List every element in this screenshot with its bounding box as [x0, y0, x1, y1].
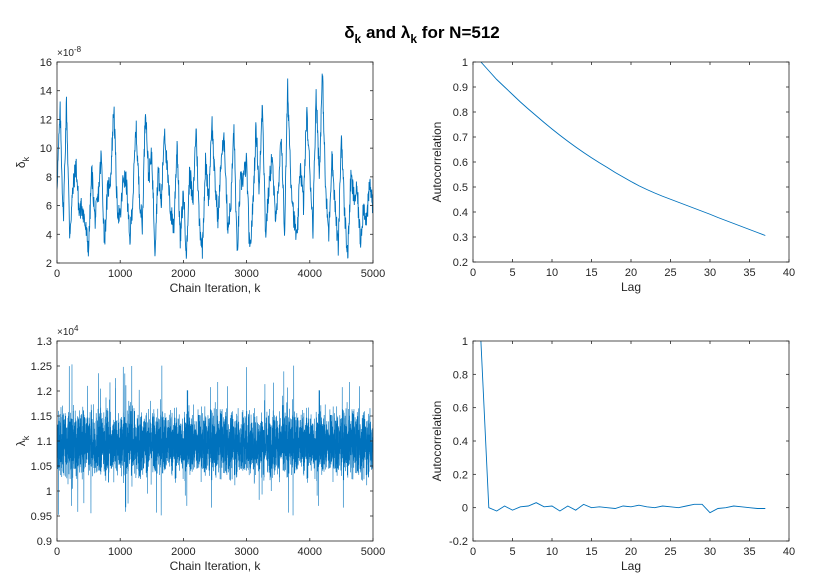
y-tick-label: 1.1 [37, 436, 52, 448]
y-tick-label: 0.6 [453, 403, 468, 415]
y-tick-label: 0.2 [453, 257, 468, 269]
y-tick-label: 0.6 [453, 157, 468, 169]
y-tick-label: 14 [40, 86, 52, 98]
y-tick-label: 1 [462, 336, 468, 348]
y-tick-label: 0.9 [453, 82, 468, 94]
x-tick-label: 1000 [108, 268, 132, 280]
y-tick-label: 0.8 [453, 107, 468, 119]
y-tick-label: 4 [46, 229, 52, 241]
y-axis-label: δk [14, 156, 31, 168]
y-tick-label: 1.25 [31, 361, 52, 373]
y-tick-label: -0.2 [449, 536, 468, 548]
y-axis-label: Autocorrelation [430, 122, 444, 203]
y-tick-label: 0.8 [453, 369, 468, 381]
x-tick-label: 20 [625, 546, 637, 558]
x-tick-label: 40 [783, 546, 795, 558]
axes-box [472, 340, 790, 542]
x-tick-label: 2000 [171, 546, 195, 558]
x-tick-label: 35 [743, 267, 755, 279]
x-tick-label: 0 [54, 546, 60, 558]
x-axis-label: Lag [621, 280, 641, 294]
axis-exponent: ×104 [57, 324, 79, 338]
x-tick-label: 10 [546, 546, 558, 558]
series-line [480, 341, 766, 514]
y-tick-label: 1.05 [31, 461, 52, 473]
x-tick-label: 5 [509, 267, 515, 279]
x-tick-label: 0 [54, 268, 60, 280]
x-tick-label: 5000 [361, 268, 385, 280]
delta-trace-axes: 0 1000 2000 3000 4000 5000 2 4 6 8 10 12 14 16 Chain I… [14, 45, 385, 295]
x-tick-label: 40 [783, 267, 795, 279]
y-tick-label: 1 [462, 57, 468, 69]
lambda-trace-axes: 0 1000 2000 3000 4000 5000 0.9 0.95 1 1.05 1.1 1.15… [14, 324, 385, 573]
y-tick-label: 2 [46, 258, 52, 270]
x-tick-label: 2000 [171, 268, 195, 280]
series-line [57, 364, 373, 516]
series-line [57, 73, 373, 259]
y-axis-label: Autocorrelation [430, 401, 444, 482]
y-tick-label: 1.3 [37, 336, 52, 348]
x-axis-label: Chain Iteration, k [170, 559, 262, 573]
x-tick-label: 30 [704, 267, 716, 279]
delta-acf-axes: 0 5 10 15 20 25 30 35 40 0.2 0.3 0.4 0.5 0.6 0.7 0.8 0.9… [430, 57, 795, 294]
x-tick-label: 5000 [361, 546, 385, 558]
y-tick-label: 8 [46, 172, 52, 184]
y-tick-label: 10 [40, 143, 52, 155]
axes-box [56, 61, 374, 264]
x-tick-label: 3000 [234, 546, 258, 558]
y-tick-label: 0.3 [453, 232, 468, 244]
x-tick-label: 4000 [298, 268, 322, 280]
x-tick-label: 0 [470, 546, 476, 558]
x-tick-label: 25 [664, 546, 676, 558]
y-tick-label: 0.4 [453, 436, 468, 448]
x-tick-label: 0 [470, 267, 476, 279]
y-tick-label: 1 [46, 486, 52, 498]
x-tick-label: 35 [743, 546, 755, 558]
y-tick-label: 0.95 [31, 511, 52, 523]
x-tick-label: 15 [585, 267, 597, 279]
axes-box [472, 61, 790, 263]
y-tick-label: 0.9 [37, 536, 52, 548]
y-tick-label: 1.2 [37, 386, 52, 398]
x-tick-label: 5 [509, 546, 515, 558]
x-tick-label: 20 [625, 267, 637, 279]
y-tick-label: 0.2 [453, 469, 468, 481]
figure-title: δk and λk for N=512 [344, 23, 500, 46]
y-axis-label: λk [14, 435, 31, 446]
series-line [480, 62, 766, 236]
y-tick-label: 16 [40, 57, 52, 69]
y-tick-label: 0.7 [453, 132, 468, 144]
x-axis-label: Lag [621, 559, 641, 573]
x-tick-label: 10 [546, 267, 558, 279]
y-tick-label: 0 [462, 503, 468, 515]
y-tick-label: 6 [46, 201, 52, 213]
y-tick-label: 0.4 [453, 207, 468, 219]
y-tick-label: 1.15 [31, 411, 52, 423]
y-tick-label: 12 [40, 114, 52, 126]
x-tick-label: 4000 [298, 546, 322, 558]
axis-exponent: ×10-8 [57, 45, 82, 59]
y-tick-label: 0.5 [453, 182, 468, 194]
x-tick-label: 30 [704, 546, 716, 558]
x-tick-label: 15 [585, 546, 597, 558]
x-tick-label: 25 [664, 267, 676, 279]
x-axis-label: Chain Iteration, k [170, 281, 262, 295]
x-tick-label: 3000 [234, 268, 258, 280]
lambda-acf-axes: 0 5 10 15 20 25 30 35 40-0.200.20.40.60.81LagAut… [430, 336, 795, 573]
x-tick-label: 1000 [108, 546, 132, 558]
